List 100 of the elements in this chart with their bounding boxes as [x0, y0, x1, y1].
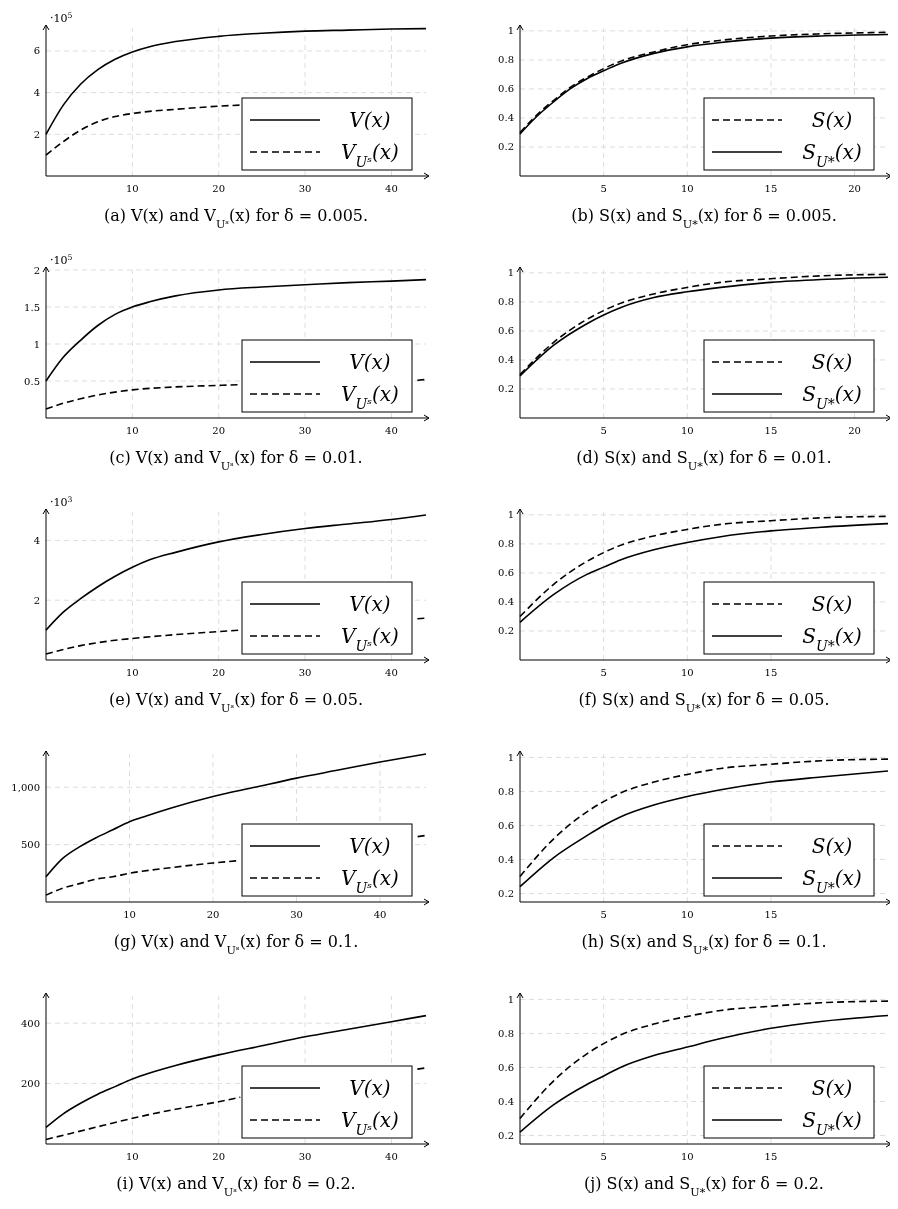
x-tick-label: 40	[385, 183, 398, 194]
y-tick-label: 0.6	[498, 1061, 514, 1073]
y-tick-label: 0.8	[498, 296, 514, 308]
y-tick-label: 4	[33, 87, 40, 99]
x-tick-label: 20	[212, 425, 226, 436]
y-tick-label: 0.2	[498, 887, 514, 899]
y-tick-label: 1,000	[11, 781, 40, 793]
x-tick-label: 10	[680, 667, 694, 678]
x-tick-label: 15	[764, 667, 778, 678]
text: (h) S(x) and S$_{U*}$(x) for δ = 0.1.	[581, 932, 827, 957]
y-tick-label: 0.8	[498, 1027, 514, 1039]
y-tick-label: 0.8	[498, 538, 514, 550]
y-tick-label: 0.5	[24, 375, 40, 387]
y-tick-label: 0.6	[498, 83, 514, 95]
y-tick-label: 1	[507, 267, 514, 279]
legend-label: S(x)	[811, 834, 853, 858]
y-tick-label: 0.4	[498, 112, 514, 124]
x-tick-label: 15	[764, 425, 778, 436]
legend-label: S$_{U*}$(x)	[802, 1108, 862, 1138]
legend-label: V(x)	[349, 834, 391, 858]
x-tick-label: 10	[126, 667, 139, 678]
x-tick-label: 5	[600, 667, 607, 678]
y-tick-label: 0.4	[498, 596, 514, 608]
y-tick-label: 6	[33, 45, 40, 57]
y-tick-label: 0.6	[498, 819, 514, 831]
x-tick-label: 10	[126, 1151, 139, 1162]
x-tick-label: 10	[680, 1151, 694, 1162]
legend-label: S(x)	[811, 108, 853, 132]
x-tick-label: 30	[298, 183, 312, 194]
y-tick-label: 0.2	[498, 625, 514, 637]
y-tick-label: 0.2	[498, 141, 514, 153]
y-tick-label: 500	[20, 839, 40, 851]
y-tick-label: 1	[507, 25, 514, 37]
legend-label: S$_{U*}$(x)	[802, 866, 862, 896]
x-tick-label: 20	[206, 909, 220, 920]
x-tick-label: 20	[848, 183, 861, 194]
text: (j) S(x) and S$_{U*}$(x) for δ = 0.2.	[584, 1174, 824, 1199]
legend-label: S(x)	[811, 350, 853, 374]
x-tick-label: 20	[212, 1151, 226, 1162]
y-tick-label: 400	[20, 1017, 40, 1029]
text: (a) V(x) and V$_{Uˢ}$(x) for δ = 0.005.	[103, 206, 369, 231]
text: (g) V(x) and V$_{Uˢ}$(x) for δ = 0.1.	[113, 932, 359, 957]
y-tick-label: 4	[33, 534, 40, 546]
y-tick-label: 1	[33, 338, 40, 350]
x-tick-label: 15	[764, 909, 778, 920]
y-tick-label: 1	[507, 993, 514, 1005]
legend-label: S(x)	[811, 1076, 853, 1100]
y-tick-label: 1.5	[24, 301, 40, 313]
y-tick-label: 0.4	[498, 1095, 514, 1107]
legend-label: V(x)	[349, 350, 391, 374]
x-tick-label: 5	[600, 909, 607, 920]
text: (c) V(x) and V$_{Uˢ}$(x) for δ = 0.01.	[109, 448, 363, 473]
y-tick-label: 1	[507, 509, 514, 521]
x-tick-label: 15	[764, 183, 778, 194]
legend-label: V(x)	[349, 592, 391, 616]
x-tick-label: 40	[385, 667, 398, 678]
x-tick-label: 5	[600, 183, 607, 194]
text: ·10$^{3}$	[50, 494, 73, 509]
x-tick-label: 10	[123, 909, 136, 920]
y-tick-label: 0.4	[498, 354, 514, 366]
legend-label: S$_{U*}$(x)	[802, 382, 862, 412]
text: (d) S(x) and S$_{U*}$(x) for δ = 0.01.	[576, 448, 832, 473]
y-tick-label: 0.6	[498, 567, 514, 579]
x-tick-label: 10	[680, 425, 694, 436]
y-tick-label: 0.4	[498, 853, 514, 865]
x-tick-label: 20	[212, 183, 226, 194]
y-tick-label: 2	[33, 264, 40, 276]
text: (e) V(x) and V$_{Uˢ}$(x) for δ = 0.05.	[109, 690, 363, 715]
x-tick-label: 10	[126, 183, 139, 194]
x-tick-label: 10	[680, 183, 694, 194]
legend-label: S$_{U*}$(x)	[802, 624, 862, 654]
y-tick-label: 0.8	[498, 54, 514, 66]
x-tick-label: 20	[212, 667, 226, 678]
x-tick-label: 5	[600, 425, 607, 436]
y-tick-label: 0.2	[498, 383, 514, 395]
x-tick-label: 10	[680, 909, 694, 920]
legend-label: S$_{U*}$(x)	[802, 140, 862, 170]
y-tick-label: 1	[507, 751, 514, 763]
legend-label: V$_{Uˢ}$(x)	[341, 866, 399, 896]
x-tick-label: 30	[298, 425, 312, 436]
y-tick-label: 0.8	[498, 785, 514, 797]
y-tick-label: 200	[20, 1078, 40, 1090]
legend-label: V(x)	[349, 1076, 391, 1100]
x-tick-label: 30	[298, 667, 312, 678]
x-tick-label: 30	[290, 909, 303, 920]
legend-label: V$_{Uˢ}$(x)	[341, 624, 399, 654]
legend-label: V$_{Uˢ}$(x)	[341, 382, 399, 412]
x-tick-label: 40	[385, 425, 398, 436]
legend-label: V(x)	[349, 108, 391, 132]
x-tick-label: 15	[764, 1151, 778, 1162]
text: ·10$^{5}$	[50, 252, 73, 267]
text: (i) V(x) and V$_{Uˢ}$(x) for δ = 0.2.	[116, 1174, 356, 1199]
x-tick-label: 20	[848, 425, 861, 436]
y-tick-label: 0.2	[498, 1129, 514, 1141]
text: ·10$^{5}$	[50, 10, 73, 25]
y-tick-label: 0.6	[498, 325, 514, 337]
y-tick-label: 2	[33, 594, 40, 606]
x-tick-label: 30	[298, 1151, 312, 1162]
x-tick-label: 40	[373, 909, 387, 920]
legend-label: S(x)	[811, 592, 853, 616]
